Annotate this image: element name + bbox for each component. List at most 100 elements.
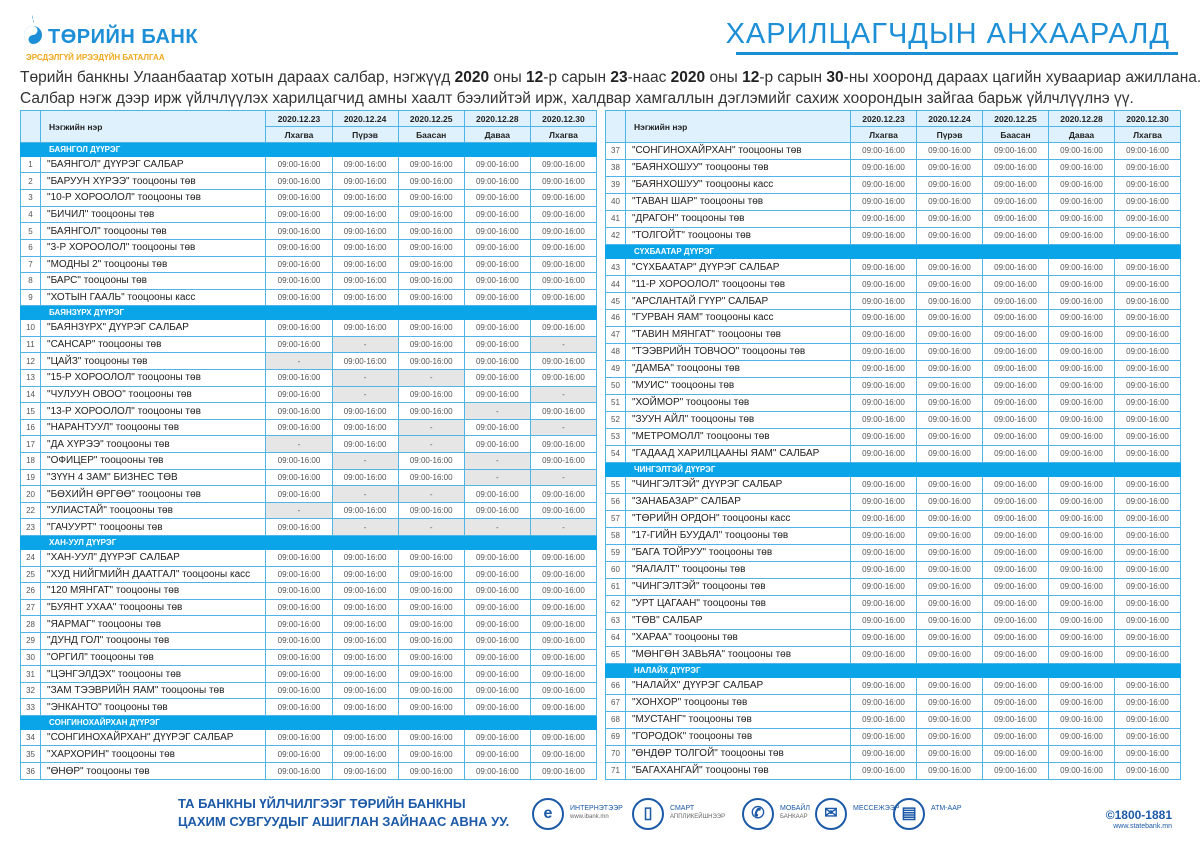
opening-hours-cell: 09:00-16:00 (850, 376, 917, 395)
closed-cell: - (397, 518, 465, 537)
opening-hours-cell: 09:00-16:00 (1114, 509, 1181, 528)
channel-title: АТМ-ААР (931, 805, 962, 812)
header-date: 2020.12.28 (463, 110, 531, 127)
table-row: 1 "БАЯНГОЛ" ДҮҮРЭГ САЛБАР 09:00-16:00 09:00… (19, 155, 598, 174)
opening-hours-cell: 09:00-16:00 (265, 518, 333, 537)
row-number: 24 (19, 548, 42, 567)
table-row: 41 "ДРАГОН" тооцооны төв 09:00-16:00 09:00-… (605, 209, 1181, 228)
opening-hours-cell: 09:00-16:00 (331, 319, 399, 337)
opening-hours-cell: 09:00-16:00 (916, 175, 983, 194)
table-row: 46 "ГУРВАН ЯАМ" тооцооны касс 09:00-16:00 0… (605, 309, 1181, 327)
intro-highlight: 2020 (454, 69, 490, 86)
row-number: 54 (605, 444, 626, 463)
table-row: 47 "ТАВИН МЯНГАТ" тооцооны төв 09:00-16:00… (605, 325, 1181, 344)
opening-hours-cell: 09:00-16:00 (397, 745, 465, 764)
branch-name: "БУЯНТ УХАА" тооцооны төв (40, 598, 267, 617)
opening-hours-cell: 09:00-16:00 (850, 158, 917, 177)
opening-hours-cell: 09:00-16:00 (529, 255, 598, 274)
opening-hours-cell: 09:00-16:00 (463, 189, 531, 207)
header-number (605, 110, 626, 143)
row-number: 30 (19, 648, 42, 667)
opening-hours-cell: 09:00-16:00 (265, 681, 333, 700)
table-row: 42 "ТОЛГОЙТ" тооцооны төв 09:00-16:00 09:00… (605, 226, 1181, 245)
channel-label: СМАРТ АППЛИКЕЙШНЭЭР (670, 804, 725, 822)
district-name: НАЛАЙХ ДҮҮРЭГ (625, 662, 1181, 678)
opening-hours-cell: 09:00-16:00 (529, 698, 598, 717)
opening-hours-cell: 09:00-16:00 (1114, 376, 1181, 395)
row-number: 29 (19, 631, 42, 650)
branch-name: "11-Р ХОРООЛОЛ" тооцооны төв (625, 275, 851, 294)
opening-hours-cell: 09:00-16:00 (529, 665, 598, 683)
opening-hours-cell: 09:00-16:00 (1048, 676, 1115, 695)
opening-hours-cell: 09:00-16:00 (916, 158, 983, 177)
row-number: 43 (605, 258, 626, 277)
closed-cell: - (331, 452, 399, 470)
table-row: 15 "13-Р ХОРООЛОЛ" тооцооны төв 09:00-16:0… (19, 402, 598, 420)
opening-hours-cell: 09:00-16:00 (529, 485, 598, 503)
opening-hours-cell: 09:00-16:00 (982, 226, 1049, 245)
branch-name: "МУИС" тооцооны төв (625, 376, 851, 395)
opening-hours-cell: 09:00-16:00 (265, 548, 333, 567)
table-row: 29 "ДУНД ГОЛ" тооцооны төв 09:00-16:00 09:0… (19, 631, 598, 650)
opening-hours-cell: 09:00-16:00 (331, 435, 399, 454)
opening-hours-cell: 09:00-16:00 (463, 631, 531, 650)
opening-hours-cell: 09:00-16:00 (916, 292, 983, 310)
row-number: 49 (605, 359, 626, 378)
header-number (19, 110, 42, 143)
row-number: 53 (605, 427, 626, 446)
table-row: 9 "ХОТЫН ГААЛЬ" тооцооны касс 09:00-16:00 0… (19, 288, 598, 307)
opening-hours-cell: 09:00-16:00 (1048, 744, 1115, 763)
closed-cell: - (397, 418, 465, 437)
opening-hours-cell: 09:00-16:00 (1048, 509, 1115, 528)
table-row: 68 "МУСТАНГ" тооцооны төв 09:00-16:00 09:00… (605, 710, 1181, 729)
row-number: 71 (605, 761, 626, 781)
row-number: 14 (19, 385, 42, 404)
header-weekday: Пүрэв (331, 126, 399, 143)
row-number: 23 (19, 518, 42, 537)
branch-name: "15-Р ХОРООЛОЛ" тооцооны төв (40, 369, 267, 387)
opening-hours-cell: 09:00-16:00 (982, 359, 1049, 378)
opening-hours-cell: 09:00-16:00 (982, 376, 1049, 395)
table-row: 58 "17-ГИЙН БУУДАЛ" тооцооны төв 09:00-16:… (605, 526, 1181, 545)
district-section-row: НАЛАЙХ ДҮҮРЭГ (605, 662, 1181, 678)
branch-name: "ТӨРИЙН ОРДОН" тооцооны касс (625, 509, 851, 528)
opening-hours-cell: 09:00-16:00 (463, 648, 531, 667)
closed-cell: - (529, 418, 598, 437)
opening-hours-cell: 09:00-16:00 (331, 205, 399, 224)
opening-hours-cell: 09:00-16:00 (850, 693, 917, 712)
table-row: 49 "ДАМБА" тооцооны төв 09:00-16:00 09:00-1… (605, 359, 1181, 378)
opening-hours-cell: 09:00-16:00 (397, 615, 465, 633)
branch-name: "ЗҮҮН 4 ЗАМ" БИЗНЕС ТӨВ (40, 468, 267, 487)
intro-segment: оны (705, 69, 743, 86)
opening-hours-cell: 09:00-16:00 (529, 172, 598, 191)
opening-hours-cell: 09:00-16:00 (916, 693, 983, 712)
opening-hours-cell: 09:00-16:00 (397, 631, 465, 650)
intro-highlight: 30 (826, 69, 844, 86)
row-number: 3 (19, 189, 42, 207)
opening-hours-cell: 09:00-16:00 (916, 444, 983, 463)
branch-name: "ГОРОДОК" тооцооны төв (625, 727, 851, 746)
opening-hours-cell: 09:00-16:00 (1048, 359, 1115, 378)
opening-hours-cell: 09:00-16:00 (397, 255, 465, 274)
opening-hours-cell: 09:00-16:00 (982, 192, 1049, 211)
opening-hours-cell: 09:00-16:00 (463, 681, 531, 700)
header-date: 2020.12.23 (265, 110, 333, 127)
opening-hours-cell: 09:00-16:00 (1048, 142, 1115, 160)
opening-hours-cell: 09:00-16:00 (331, 582, 399, 600)
opening-hours-cell: 09:00-16:00 (1048, 393, 1115, 412)
website-link[interactable]: www.statebank.mn (1113, 823, 1172, 830)
opening-hours-cell: 09:00-16:00 (1048, 560, 1115, 579)
opening-hours-cell: 09:00-16:00 (1048, 325, 1115, 344)
opening-hours-cell: 09:00-16:00 (850, 359, 917, 378)
table-row: 39 "БАЯНХОШУУ" тооцооны касс 09:00-16:00 09… (605, 175, 1181, 194)
opening-hours-cell: 09:00-16:00 (850, 727, 917, 746)
section-spacer (605, 461, 626, 478)
opening-hours-cell: 09:00-16:00 (463, 385, 531, 404)
table-row: 63 "ТӨВ" САЛБАР 09:00-16:00 09:00-16:00 09:0… (605, 611, 1181, 630)
row-number: 44 (605, 275, 626, 294)
header-row-days: Лхагва Пүрэв Баасан Даваа Лхагва (606, 126, 1181, 143)
opening-hours-cell: 09:00-16:00 (529, 238, 598, 257)
district-section-row: СОНГИНОХАЙРХАН ДҮҮРЭГ (19, 715, 597, 730)
row-number: 2 (19, 172, 42, 191)
opening-hours-cell: 09:00-16:00 (850, 209, 917, 228)
